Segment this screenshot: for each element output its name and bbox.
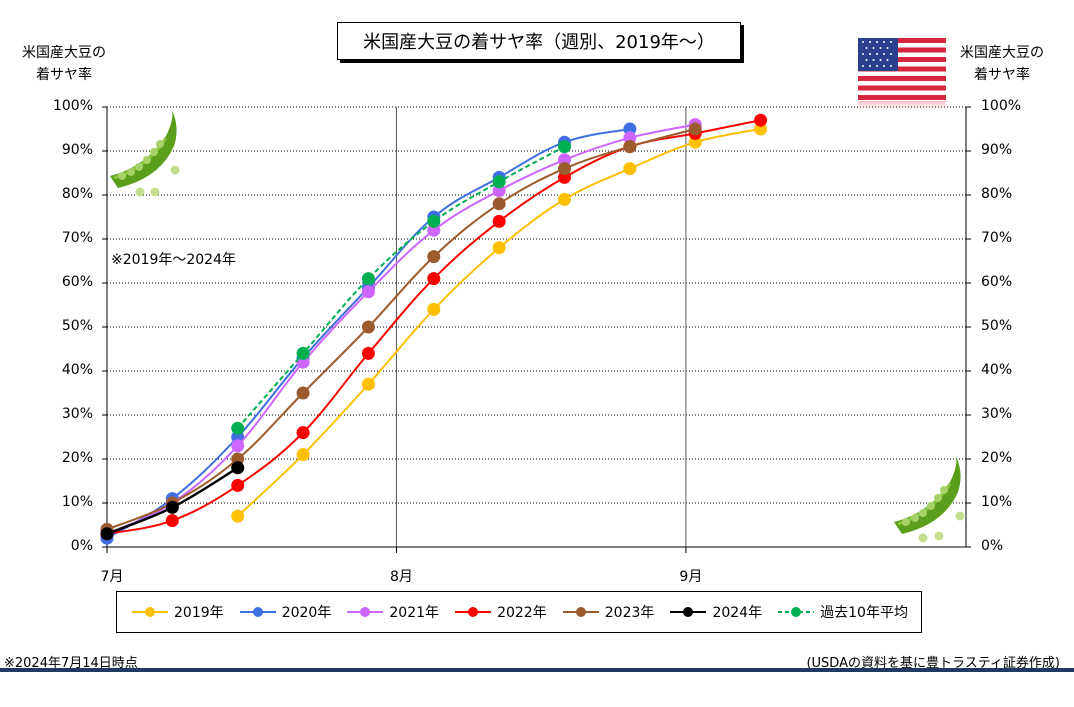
legend-label: 過去10年平均: [820, 605, 908, 621]
y-tick-label-right: 90%: [981, 142, 1013, 158]
y-tick-label-right: 70%: [981, 230, 1013, 246]
data-point-0: [361, 377, 375, 391]
legend-swatch: [132, 607, 169, 617]
data-point-0: [623, 162, 637, 176]
legend-item: 2019年: [130, 602, 224, 622]
y-tick-label-right: 100%: [981, 98, 1022, 114]
y-tick-label-right: 20%: [981, 450, 1013, 466]
legend-label: 2021年: [389, 605, 440, 621]
y-tick-label-left: 50%: [61, 318, 93, 334]
data-point-3: [296, 426, 310, 440]
data-point-3: [754, 113, 768, 127]
data-point-3: [361, 346, 375, 360]
series-line-2: [106, 123, 696, 535]
data-point-4: [361, 320, 375, 334]
data-point-5: [231, 461, 245, 475]
pea-pod-icon: [110, 110, 180, 197]
data-point-3: [231, 478, 245, 492]
right-axis-caption: 米国産大豆の 着サヤ率: [952, 42, 1052, 86]
left-axis-caption-line2: 着サヤ率: [36, 67, 92, 83]
legend-label: 2024年: [712, 605, 763, 621]
data-point-3: [427, 272, 441, 286]
y-tick-label-right: 60%: [981, 274, 1013, 290]
data-point-6: [231, 421, 245, 435]
y-tick-label-right: 50%: [981, 318, 1013, 334]
data-point-0: [296, 448, 310, 462]
left-axis-caption: 米国産大豆の 着サヤ率: [18, 42, 110, 86]
x-tick-label: 7月: [100, 569, 124, 585]
y-tick-label-left: 10%: [61, 494, 93, 510]
data-point-0: [427, 302, 441, 316]
legend-item: 2021年: [345, 602, 439, 622]
data-point-6: [361, 272, 375, 286]
y-tick-label-left: 80%: [61, 186, 93, 202]
y-tick-label-left: 40%: [61, 362, 93, 378]
legend-item: 2022年: [453, 602, 547, 622]
data-point-2: [361, 285, 375, 299]
usa-flag-icon: [858, 38, 946, 113]
pea-pod-icon: [894, 456, 965, 543]
footer-divider: [0, 668, 1074, 672]
chart-note: ※2019年～2024年: [111, 252, 236, 268]
data-point-4: [688, 122, 702, 136]
legend-label: 2023年: [604, 605, 655, 621]
legend-swatch: [455, 607, 492, 617]
x-tick-label: 9月: [679, 569, 703, 585]
data-point-4: [427, 250, 441, 264]
series-line-6: [236, 145, 565, 429]
x-tick-label: 8月: [389, 569, 413, 585]
data-point-4: [623, 140, 637, 154]
legend-label: 2019年: [174, 605, 224, 621]
legend-item: 過去10年平均: [776, 602, 908, 622]
chart-legend: 2019年 2020年 2021年 2022年 2023年 2024年 過去10年平均: [116, 591, 922, 633]
legend-item: 2023年: [561, 602, 655, 622]
legend-item: 2024年: [668, 602, 762, 622]
data-point-3: [492, 214, 506, 228]
data-point-3: [165, 514, 179, 528]
y-tick-label-right: 80%: [981, 186, 1013, 202]
y-tick-label-left: 60%: [61, 274, 93, 290]
legend-label: 2022年: [497, 605, 547, 621]
y-tick-label-right: 30%: [981, 406, 1013, 422]
y-tick-label-left: 30%: [61, 406, 93, 422]
y-tick-label-right: 40%: [981, 362, 1013, 378]
left-axis-caption-line1: 米国産大豆の: [22, 45, 106, 61]
data-point-4: [558, 162, 572, 176]
data-point-6: [492, 175, 506, 189]
y-tick-label-left: 0%: [70, 538, 93, 554]
data-point-2: [231, 439, 245, 453]
legend-swatch: [239, 607, 276, 617]
right-axis-caption-line1: 米国産大豆の: [960, 45, 1044, 61]
data-point-0: [231, 509, 245, 523]
data-point-0: [558, 192, 572, 206]
data-point-6: [558, 140, 572, 154]
data-point-6: [296, 346, 310, 360]
legend-swatch: [562, 607, 599, 617]
legend-swatch: [347, 607, 384, 617]
data-point-0: [492, 241, 506, 255]
y-tick-label-left: 70%: [61, 230, 93, 246]
y-tick-label-right: 0%: [981, 538, 1004, 554]
y-tick-label-left: 90%: [61, 142, 93, 158]
data-point-5: [100, 527, 114, 541]
legend-label: 2020年: [281, 605, 332, 621]
chart-title: 米国産大豆の着サヤ率（週別、2019年～）: [337, 22, 741, 60]
legend-swatch: [670, 607, 707, 617]
data-point-4: [296, 386, 310, 400]
y-tick-label-left: 20%: [61, 450, 93, 466]
y-tick-label-left: 100%: [52, 98, 93, 114]
right-axis-caption-line2: 着サヤ率: [974, 67, 1030, 83]
legend-item: 2020年: [238, 602, 332, 622]
data-point-6: [427, 214, 441, 228]
series-line-4: [106, 128, 696, 531]
y-tick-label-right: 10%: [981, 494, 1013, 510]
data-point-4: [492, 197, 506, 211]
footer-note: ※2024年7月14日時点: [4, 656, 138, 671]
data-point-5: [165, 500, 179, 514]
legend-swatch: [778, 607, 815, 617]
footer-source: (USDAの資料を基に豊トラスティ証券作成): [806, 656, 1060, 671]
